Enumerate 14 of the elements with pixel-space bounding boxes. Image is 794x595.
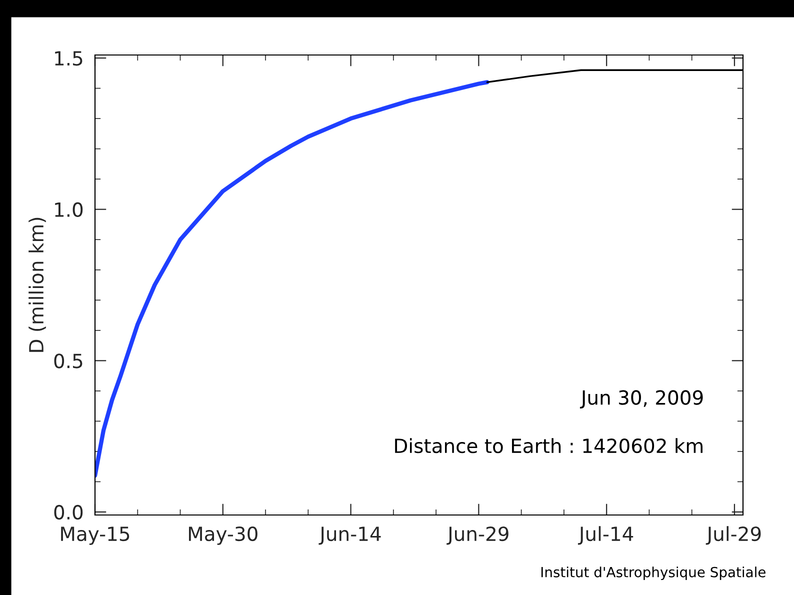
x-tick-label: May-15: [61, 526, 130, 545]
x-tick-label: Jul-14: [578, 526, 634, 545]
y-axis-title: D (million km): [28, 218, 46, 352]
annotation: Distance to Earth : 1420602 km: [395, 438, 702, 454]
y-tick-label: 0.0: [54, 504, 83, 520]
text: Institut d'Astrophysique Spatiale: [541, 566, 766, 580]
x-tick-label: Jun-14: [318, 526, 381, 545]
annotation: Jun 30, 2009: [580, 390, 703, 408]
y-tick-label: 0.5: [54, 354, 82, 368]
x-tick-label: Jul-29: [706, 526, 761, 545]
x-tick-label: Jun-29: [446, 526, 508, 545]
y-tick-label: 1.5: [55, 51, 82, 66]
x-tick-label: May-30: [188, 526, 258, 545]
y-tick-label: 1.0: [55, 202, 83, 218]
